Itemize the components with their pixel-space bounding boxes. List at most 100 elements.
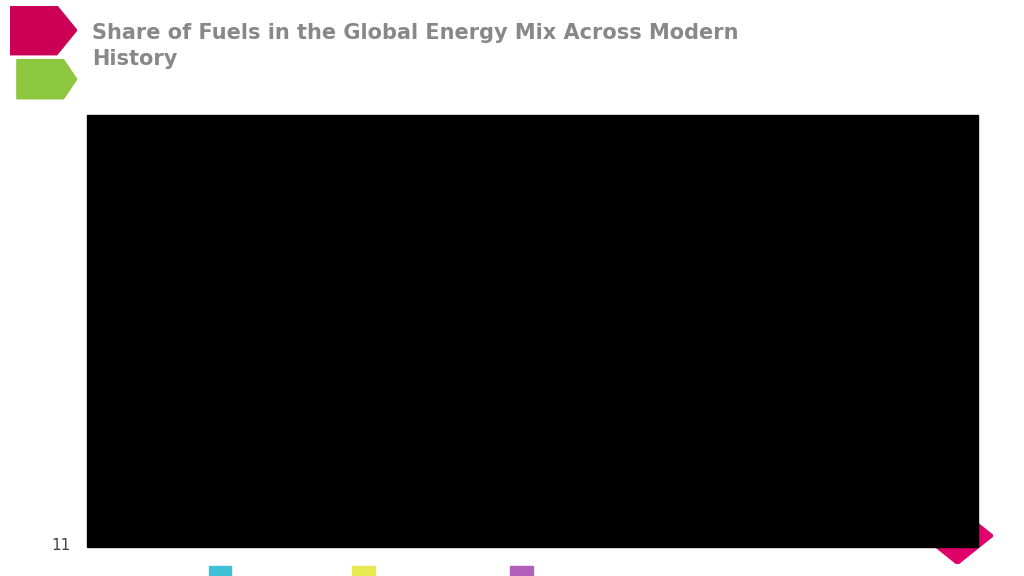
Bar [824,347,855,432]
Bar [671,115,701,220]
Bar [710,115,739,210]
Bar [326,115,355,410]
Bar [901,115,932,179]
Bar [440,312,471,314]
Bar [786,229,816,347]
Bar [901,359,932,432]
Bar [671,219,701,223]
Bar [940,172,970,175]
Bar [863,198,893,204]
Bar [824,185,855,195]
Bar [710,210,739,214]
Bar [940,175,970,182]
Bar [556,236,586,264]
Bar [210,115,241,423]
Bar [901,264,932,359]
Polygon shape [10,6,77,55]
Bar [402,350,432,432]
Bar [517,248,548,267]
Bar [95,115,125,429]
Bar [133,115,164,426]
Legend: Hydroelectricity, Nuclear electricity, New renewables: Hydroelectricity, Nuclear electricity, N… [204,561,647,576]
Bar [901,179,932,182]
Bar [364,385,394,432]
Bar [786,188,816,195]
Bar [786,347,816,432]
Bar [249,115,279,423]
Polygon shape [16,60,77,99]
Bar [633,226,663,236]
Bar [824,115,855,182]
Bar [517,245,548,248]
Bar [479,286,509,432]
Bar [633,219,663,226]
Bar [863,356,893,432]
Text: Share of Fuels in the Global Energy Mix Across Modern
History: Share of Fuels in the Global Energy Mix … [92,23,738,70]
Bar [556,115,586,229]
Bar [824,195,855,201]
Bar [710,229,739,314]
Bar [901,198,932,204]
Bar [172,115,202,426]
Bar [249,423,279,432]
Bar [633,115,663,220]
Bar [748,204,778,210]
Bar [594,274,625,432]
Bar [940,353,970,432]
Bar [863,258,893,356]
Bar [95,429,125,432]
Bar [786,195,816,201]
Bar [287,115,317,419]
Bar [863,185,893,198]
Bar [594,236,625,274]
Bar [517,242,548,245]
Bar [326,410,355,432]
Bar [633,286,663,432]
Bar [556,233,586,236]
Bar [440,314,471,432]
Bar [594,226,625,229]
Bar [556,229,586,233]
Bar [671,236,701,296]
Bar [210,423,241,432]
Bar [440,118,471,312]
Bar [824,182,855,185]
Bar [402,119,432,350]
Bar [863,182,893,185]
Bar [748,115,778,201]
Bar [901,204,932,264]
Bar [940,182,970,188]
Bar [671,223,701,236]
Bar [940,188,970,255]
Bar [940,255,970,353]
Polygon shape [922,507,993,564]
Bar [671,296,701,432]
Bar [479,280,509,286]
Bar [556,264,586,432]
Bar [594,229,625,236]
Bar [786,201,816,229]
Bar [786,115,816,188]
Bar [863,115,893,182]
Bar [517,115,548,242]
Bar [710,314,739,432]
Bar [594,115,625,226]
Bar [863,204,893,258]
Bar [133,426,164,432]
Bar [479,118,509,280]
Bar [824,201,855,245]
Bar [172,426,202,432]
Bar [901,182,932,198]
Bar [748,229,778,334]
Bar [748,334,778,432]
Text: E: E [951,526,964,545]
Bar [824,245,855,347]
Bar [633,236,663,286]
Bar [517,267,548,432]
Bar [710,214,739,229]
Bar [748,201,778,204]
Bar [748,210,778,229]
Text: 11: 11 [51,538,71,553]
Bar [364,115,394,385]
Bar [940,115,970,172]
